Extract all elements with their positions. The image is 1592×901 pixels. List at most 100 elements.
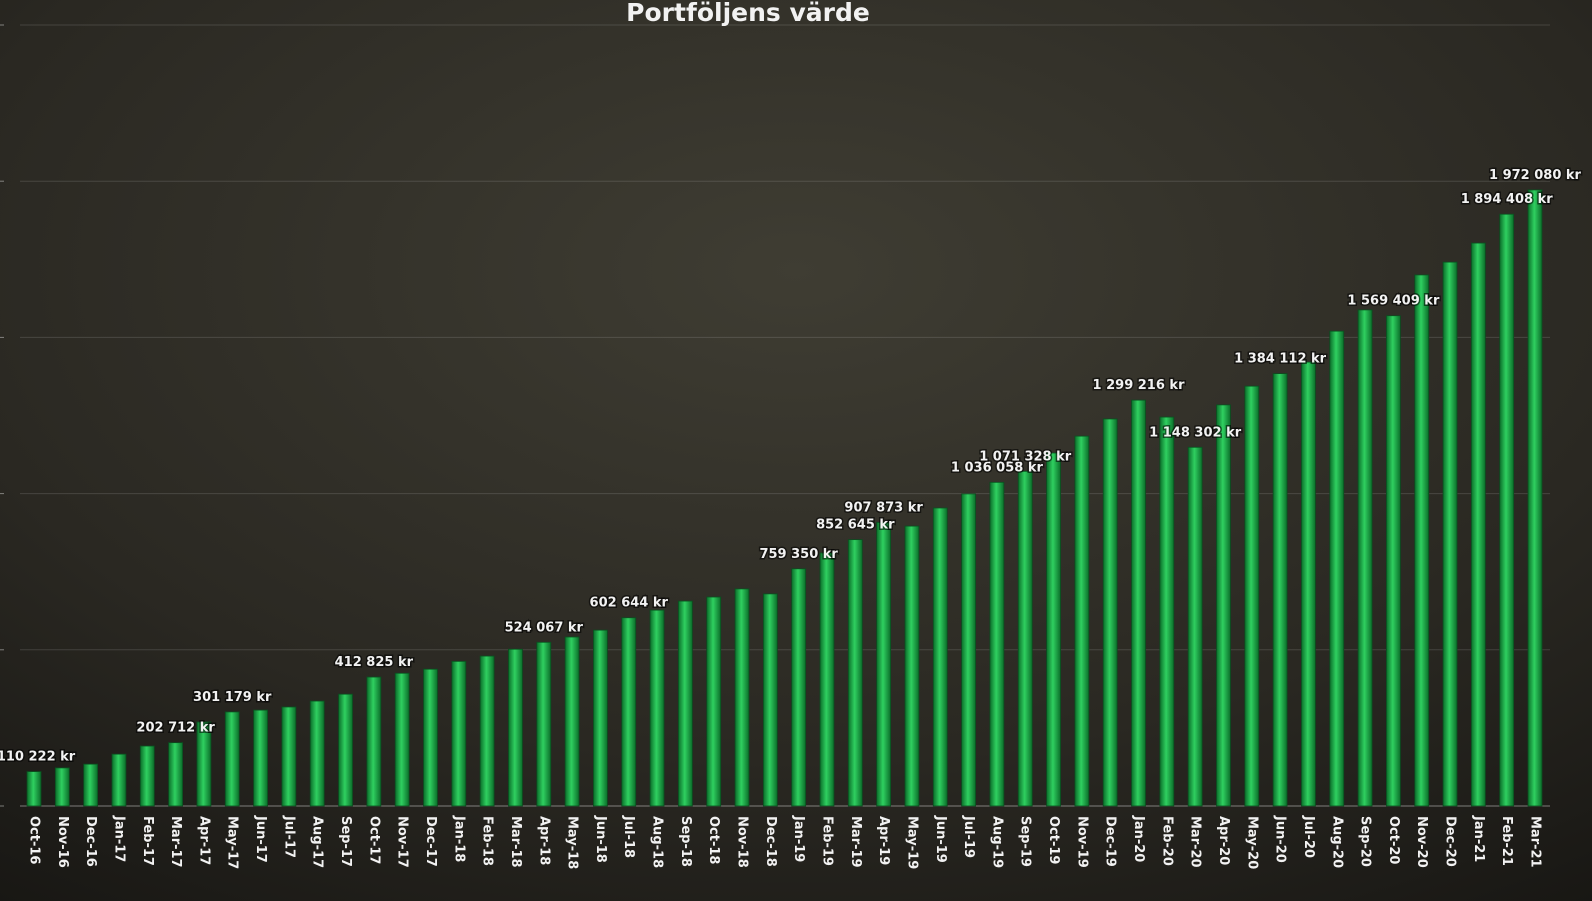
bar [54,767,70,807]
x-tick-label: Mar-20 [1188,816,1203,868]
x-tick-label: Mar-17 [168,816,183,868]
bar [734,588,750,807]
x-tick-label: Nov-17 [395,816,410,868]
x-tick-label: Nov-18 [735,816,750,868]
bar [593,629,608,807]
chart-title: Portföljens värde [626,0,870,27]
bar [621,617,637,807]
x-tick-label: Jul-17 [281,815,296,858]
x-tick-label: Jan-17 [111,815,126,862]
bar [1499,213,1515,807]
bar [677,600,693,807]
bar [791,568,807,807]
x-tick-label: Jul-20 [1301,815,1316,858]
bar [168,742,184,807]
bar [1046,452,1061,807]
bar [932,507,948,807]
x-tick-label: Jan-20 [1131,815,1146,862]
x-tick-label: Oct-16 [27,816,42,864]
value-label: 412 825 kr [335,655,414,670]
x-tick-label: Jan-18 [451,815,466,862]
x-tick-label: May-17 [225,816,240,869]
x-tick-label: Jul-19 [961,815,976,858]
bar [1470,242,1486,807]
bar [706,596,722,807]
x-tick-label: May-19 [904,816,919,869]
value-label: 1 148 302 kr [1149,425,1242,440]
bar [762,593,778,807]
bar [1357,309,1373,807]
x-tick-label: Jul-18 [621,815,636,858]
bar [961,493,976,807]
x-tick-label: May-18 [565,816,580,869]
x-tick-label: Nov-19 [1074,816,1089,868]
bar [847,539,863,807]
x-tick-label: Feb-18 [480,816,495,866]
bar [1131,399,1146,807]
x-tick-label: Jun-20 [1273,815,1288,863]
x-tick-label: Sep-17 [338,816,353,867]
bar [196,721,212,807]
x-tick-label: Apr-20 [1216,816,1231,865]
bar [1017,470,1033,807]
x-tick-label: Jun-19 [933,815,948,863]
x-tick-label: Mar-21 [1528,816,1543,868]
bar [876,521,892,807]
bar [309,700,325,807]
x-tick-label: Dec-18 [763,816,778,867]
x-tick-label: Feb-20 [1159,816,1174,866]
x-tick-label: Oct-17 [366,816,381,864]
value-label: 202 712 kr [136,721,215,736]
bar [1074,435,1090,807]
x-tick-label: Jan-19 [791,815,806,862]
x-tick-label: Apr-19 [876,816,891,865]
bar [1414,274,1430,807]
value-label: 602 644 kr [590,596,669,611]
bar [479,655,495,807]
value-label: 110 222 kr [0,750,76,765]
value-label: 1 036 058 kr [951,460,1044,475]
bar [819,552,835,807]
value-label: 1 071 328 kr [979,449,1072,464]
x-tick-label: Jun-17 [253,815,268,863]
bar [1244,385,1260,807]
x-tick-label: Feb-19 [819,816,834,866]
bar [253,709,268,807]
x-tick-label: May-20 [1244,816,1259,869]
x-tick-label: Dec-17 [423,816,438,867]
bar [989,481,1005,807]
bar [1329,330,1345,807]
bar [338,693,353,807]
x-tick-label: Aug-20 [1329,816,1344,868]
x-tick-label: Aug-19 [989,816,1004,868]
bar [281,706,297,807]
bar [83,763,99,807]
value-label: 852 645 kr [816,518,895,533]
x-tick-label: Mar-19 [848,816,863,868]
x-tick-label: Feb-21 [1499,816,1514,866]
x-tick-label: Jan-21 [1471,815,1486,862]
x-tick-label: Sep-19 [1018,816,1033,867]
x-tick-label: Oct-20 [1386,816,1401,864]
bar [1301,361,1316,807]
x-tick-label: Aug-17 [310,816,325,868]
value-label: 907 873 kr [844,500,923,515]
bar [1102,418,1118,807]
x-tick-label: Sep-20 [1358,816,1373,867]
x-tick-label: Nov-20 [1414,816,1429,868]
bar [564,636,580,807]
value-label: 1 972 080 kr [1489,168,1582,183]
x-tick-label: Aug-18 [650,816,665,868]
bar [1442,261,1458,807]
bar [1272,373,1288,807]
bar [1527,189,1543,807]
value-label: 301 179 kr [193,690,272,705]
bar [536,641,552,807]
bar [224,711,240,807]
x-tick-label: Feb-17 [140,816,155,866]
bar [904,525,920,807]
bar [1216,404,1231,807]
x-tick-label: Mar-18 [508,816,523,868]
x-tick-label: Jun-18 [593,815,608,863]
